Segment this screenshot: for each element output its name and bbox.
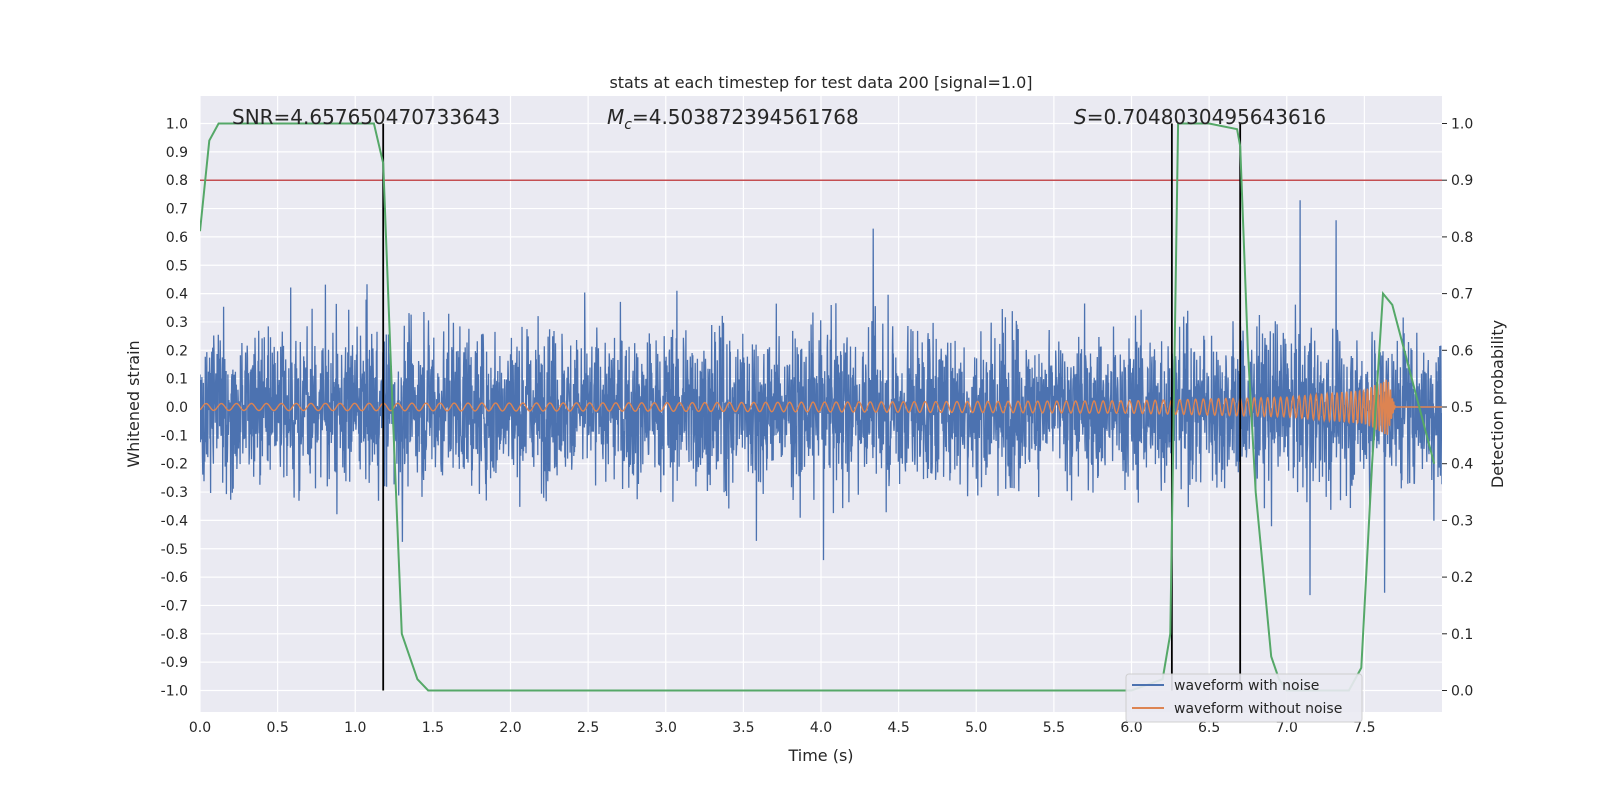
y-left-tick-label: -0.4 [161, 513, 188, 529]
y-right-tick-label: 0.5 [1451, 400, 1473, 416]
x-tick-label: 1.5 [422, 720, 444, 736]
mc-symbol: M [607, 105, 624, 129]
s-annotation: S=0.7048030495643616 [1074, 105, 1326, 129]
x-tick-label: 3.5 [732, 720, 754, 736]
series-waveform-with-noise [200, 200, 1442, 596]
x-tick-label: 0.0 [189, 720, 211, 736]
s-symbol: S [1074, 105, 1087, 129]
s-value: =0.7048030495643616 [1087, 105, 1326, 129]
snr-annotation: SNR=4.657650470733643 [232, 105, 500, 129]
y-right-tick-label: 0.6 [1451, 343, 1473, 359]
x-axis-label: Time (s) [787, 746, 853, 765]
y-right-tick-label: 0.7 [1451, 287, 1473, 303]
x-tick-label: 5.5 [1043, 720, 1065, 736]
y-left-tick-label: 0.6 [166, 230, 188, 246]
y-left-tick-label: -1.0 [161, 684, 188, 700]
y-left-tick-label: -0.2 [161, 457, 188, 473]
y-left-tick-label: 0.2 [166, 343, 188, 359]
x-tick-label: 6.0 [1120, 720, 1142, 736]
y-right-axis-label: Detection probability [1488, 320, 1507, 488]
mc-annotation: Mc=4.503872394561768 [607, 105, 859, 133]
x-tick-label: 4.5 [887, 720, 909, 736]
mc-value: =4.503872394561768 [632, 105, 859, 129]
y-right-tick-label: 0.2 [1451, 570, 1473, 586]
legend-label-noise: waveform with noise [1174, 678, 1319, 694]
y-right-tick-label: 0.8 [1451, 230, 1473, 246]
y-left-tick-label: 0.9 [166, 145, 188, 161]
y-right-tick-label: 1.0 [1451, 117, 1473, 133]
y-left-axis-label: Whitened strain [124, 340, 143, 467]
y-left-tick-label: -0.8 [161, 627, 188, 643]
y-left-tick-label: -0.9 [161, 655, 188, 671]
y-right-tick-label: 0.1 [1451, 627, 1473, 643]
y-left-tick-label: 0.5 [166, 258, 188, 274]
y-right-tick-label: 0.0 [1451, 684, 1473, 700]
y-right-tick-label: 0.4 [1451, 457, 1473, 473]
clean-line [200, 379, 1442, 435]
mc-subscript: c [624, 117, 632, 133]
x-tick-label: 0.5 [266, 720, 288, 736]
x-tick-label: 3.0 [655, 720, 677, 736]
y-left-tick-label: 0.1 [166, 372, 188, 388]
y-left-tick-label: -0.7 [161, 598, 188, 614]
y-left-tick-label: 0.3 [166, 315, 188, 331]
y-left-tick-label: -0.3 [161, 485, 188, 501]
y-right-axis-ticks: 1.0 0.9 0.8 0.7 0.6 0.5 0.4 0.3 0.2 0.1 0.0 [1442, 117, 1473, 700]
y-left-tick-label: 0.0 [166, 400, 188, 416]
x-tick-label: 5.0 [965, 720, 987, 736]
x-tick-label: 4.0 [810, 720, 832, 736]
y-left-tick-label: -0.5 [161, 542, 188, 558]
y-left-tick-label: -0.1 [161, 428, 188, 444]
y-left-axis-ticks: 1.0 0.9 0.8 0.7 0.6 0.5 0.4 0.3 0.2 0.1 0.0 -0.1 -0.… [161, 117, 188, 700]
noise-line [200, 200, 1442, 596]
y-left-tick-label: 0.8 [166, 173, 188, 189]
x-tick-label: 2.5 [577, 720, 599, 736]
x-tick-label: 1.0 [344, 720, 366, 736]
y-left-tick-label: -0.6 [161, 570, 188, 586]
y-left-tick-label: 1.0 [166, 117, 188, 133]
y-right-tick-label: 0.9 [1451, 173, 1473, 189]
series-waveform-without-noise [200, 379, 1442, 435]
chart-title: stats at each timestep for test data 200… [609, 73, 1032, 92]
x-tick-label: 2.0 [499, 720, 521, 736]
legend-label-clean: waveform without noise [1174, 701, 1342, 717]
x-tick-label: 7.5 [1353, 720, 1375, 736]
legend: waveform with noise waveform without noi… [1125, 673, 1363, 723]
y-left-tick-label: 0.4 [166, 287, 188, 303]
y-left-tick-label: 0.7 [166, 202, 188, 218]
x-tick-label: 6.5 [1198, 720, 1220, 736]
x-tick-label: 7.0 [1276, 720, 1298, 736]
y-right-tick-label: 0.3 [1451, 513, 1473, 529]
legend-box [1125, 673, 1363, 723]
x-axis-ticks: 0.0 0.5 1.0 1.5 2.0 2.5 3.0 3.5 4.0 4.5 5.0 5.5 6.0 6… [189, 720, 1376, 736]
